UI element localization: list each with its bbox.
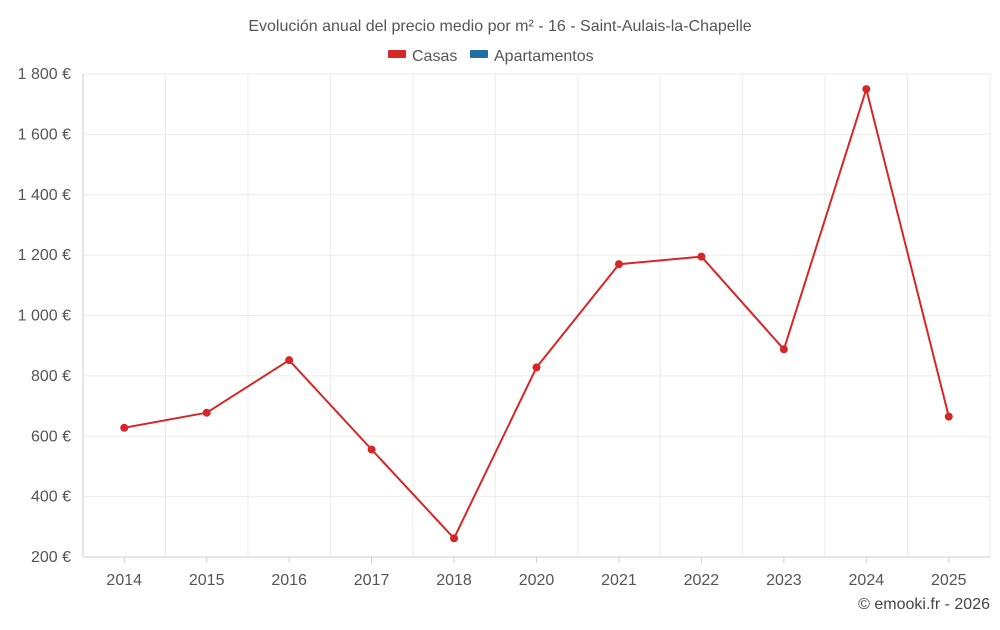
y-tick-label: 1 600 € [18, 126, 71, 143]
data-point-casas [532, 363, 541, 372]
data-point-casas [862, 85, 871, 94]
x-tick-label: 2025 [931, 572, 967, 589]
x-tick-label: 2018 [436, 572, 472, 589]
legend-item-apartamentos[interactable]: Apartamentos [470, 48, 594, 65]
legend-item-casas[interactable]: Casas [388, 48, 457, 65]
y-tick-label: 1 200 € [18, 247, 71, 264]
legend: Casas Apartamentos [388, 48, 594, 65]
y-tick-label: 1 400 € [18, 187, 71, 204]
x-axis-labels: 2014 2015 2016 2017 2018 2020 2021 2022 2023 2024… [106, 572, 966, 589]
chart-title: Evolución anual del precio medio por m² … [248, 18, 751, 35]
y-axis-labels: 200 € 400 € 600 € 800 € 1 000 € 1 200 € 1 400 … [18, 66, 71, 566]
data-point-casas [202, 408, 211, 417]
x-tick-label: 2015 [189, 572, 225, 589]
y-tick-label: 800 € [31, 368, 71, 385]
x-tick-label: 2017 [354, 572, 390, 589]
series-casas [120, 85, 953, 543]
x-tick-label: 2023 [766, 572, 802, 589]
data-point-casas [120, 423, 129, 432]
legend-label-casas: Casas [412, 48, 457, 65]
legend-label-apartamentos: Apartamentos [494, 48, 594, 65]
data-point-casas [367, 445, 376, 454]
x-tick-label: 2020 [519, 572, 555, 589]
grid [82, 73, 991, 557]
y-tick-label: 1 800 € [18, 66, 71, 83]
data-point-casas [944, 412, 953, 421]
axes [82, 74, 990, 563]
x-tick-label: 2022 [684, 572, 720, 589]
x-tick-label: 2021 [601, 572, 637, 589]
x-tick-label: 2016 [271, 572, 307, 589]
legend-swatch-apartamentos [470, 50, 488, 58]
legend-swatch-casas [388, 50, 406, 58]
data-point-casas [697, 252, 706, 261]
y-tick-label: 600 € [31, 428, 71, 445]
data-point-casas [614, 260, 623, 269]
credit-text: © emooki.fr - 2026 [858, 596, 990, 613]
x-tick-label: 2024 [849, 572, 885, 589]
data-point-casas [779, 345, 788, 354]
y-tick-label: 400 € [31, 489, 71, 506]
y-tick-label: 200 € [31, 549, 71, 566]
x-tick-label: 2014 [106, 572, 142, 589]
y-tick-label: 1 000 € [18, 308, 71, 325]
data-point-casas [285, 356, 294, 365]
data-point-casas [450, 534, 459, 543]
